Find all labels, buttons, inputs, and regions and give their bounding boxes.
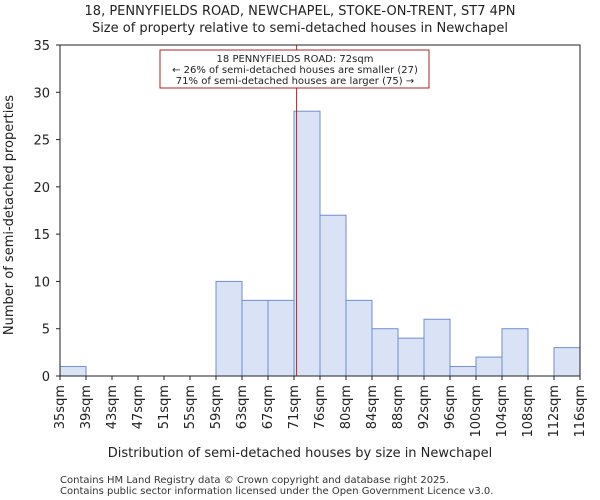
bar-96sqm <box>449 366 477 377</box>
x-tick-label-88sqm: 88sqm <box>391 385 406 429</box>
x-tick-label-71sqm: 71sqm <box>287 385 302 429</box>
x-tick-label-116sqm: 116sqm <box>573 385 588 438</box>
bar-71sqm <box>293 110 321 377</box>
footer-line-1: Contains HM Land Registry data © Crown c… <box>60 475 449 486</box>
bar-92sqm <box>423 318 451 377</box>
bar-59sqm <box>215 280 243 377</box>
annotation-line-2: ← 26% of semi-detached houses are smalle… <box>172 65 418 76</box>
bar-35sqm <box>59 366 87 377</box>
bar-84sqm <box>371 328 399 377</box>
footer-line-2: Contains public sector information licen… <box>60 486 493 497</box>
x-tick-label-43sqm: 43sqm <box>105 385 120 429</box>
x-tick-label-59sqm: 59sqm <box>209 385 224 429</box>
bar-80sqm <box>345 299 373 377</box>
x-tick-label-96sqm: 96sqm <box>443 385 458 429</box>
bar-88sqm <box>397 337 425 377</box>
bar-112sqm <box>553 347 581 377</box>
chart-title: 18, PENNYFIELDS ROAD, NEWCHAPEL, STOKE-O… <box>85 4 516 19</box>
y-tick-label: 15 <box>33 228 50 243</box>
x-axis-label: Distribution of semi-detached houses by … <box>108 446 493 461</box>
x-tick-label-84sqm: 84sqm <box>365 385 380 429</box>
x-tick-label-39sqm: 39sqm <box>79 385 94 429</box>
x-axis-ticks: 35sqm 39sqm 43sqm 47sqm 51sqm 55sqm 59sqm 63sqm… <box>53 376 588 438</box>
y-tick-label: 5 <box>42 323 50 338</box>
y-tick-label: 0 <box>42 370 50 385</box>
x-tick-label-51sqm: 51sqm <box>157 385 172 429</box>
bar-67sqm <box>267 299 295 377</box>
bars-group <box>59 110 581 377</box>
chart-subtitle: Size of property relative to semi-detach… <box>92 21 508 36</box>
y-tick-label: 20 <box>33 181 50 196</box>
annotation-border <box>159 49 430 89</box>
x-tick-label-80sqm: 80sqm <box>339 385 354 429</box>
y-tick-label: 35 <box>33 39 50 54</box>
y-tick-label: 10 <box>33 275 50 290</box>
annotation-line-1: 18 PENNYFIELDS ROAD: 72sqm <box>217 54 374 65</box>
x-tick-label-104sqm: 104sqm <box>495 385 510 438</box>
y-tick-label: 30 <box>33 86 50 101</box>
x-tick-label-108sqm: 108sqm <box>521 385 536 438</box>
bar-76sqm <box>319 214 347 377</box>
x-tick-label-63sqm: 63sqm <box>235 385 250 429</box>
bar-104sqm <box>501 328 529 377</box>
bar-100sqm <box>475 356 503 377</box>
x-tick-label-67sqm: 67sqm <box>261 385 276 429</box>
x-tick-label-76sqm: 76sqm <box>313 385 328 429</box>
plot-frame <box>59 44 581 377</box>
annotation-box: 18 PENNYFIELDS ROAD: 72sqm ← 26% of semi… <box>159 49 430 89</box>
x-tick-label-47sqm: 47sqm <box>131 385 146 429</box>
x-tick-label-100sqm: 100sqm <box>469 385 484 438</box>
x-tick-label-35sqm: 35sqm <box>53 385 68 429</box>
annotation-line-3: 71% of semi-detached houses are larger (… <box>176 76 414 87</box>
y-tick-label: 25 <box>33 134 50 149</box>
y-axis-ticks: 0 5 10 15 20 25 30 35 <box>33 39 60 385</box>
x-tick-label-112sqm: 112sqm <box>547 385 562 438</box>
y-axis-label: Number of semi-detached properties <box>2 95 17 335</box>
x-tick-label-55sqm: 55sqm <box>183 385 198 429</box>
bar-63sqm <box>241 299 269 377</box>
x-tick-label-92sqm: 92sqm <box>417 385 432 429</box>
